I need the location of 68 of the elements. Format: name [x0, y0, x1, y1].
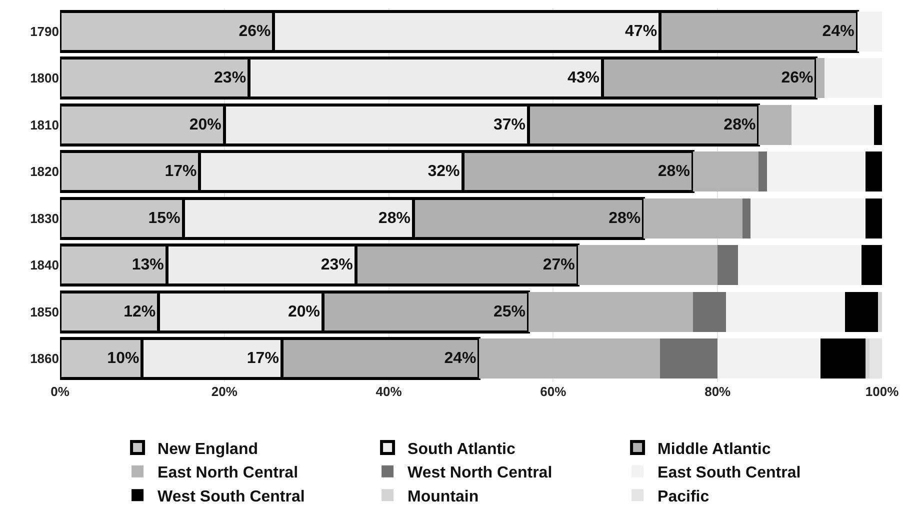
data-label: 23%	[320, 256, 353, 274]
bar	[766, 152, 866, 192]
data-label: 27%	[542, 256, 575, 274]
y-tick-label: 1820	[30, 164, 59, 180]
bar	[845, 292, 878, 332]
bar	[824, 58, 882, 98]
legend-label: Mountain	[408, 488, 479, 506]
legend-label: South Atlantic	[408, 440, 516, 458]
data-label: 26%	[781, 70, 814, 87]
data-label: 17%	[164, 163, 197, 180]
legend-label: East South Central	[658, 464, 801, 482]
data-label: 47%	[625, 22, 658, 40]
legend-label: West North Central	[408, 464, 552, 482]
x-tick-label: 40%	[376, 384, 402, 399]
legend-label: New England	[158, 440, 258, 458]
y-tick-label: 1850	[30, 304, 59, 320]
bar	[866, 338, 870, 379]
x-tick-label: 0%	[50, 384, 70, 399]
data-label: 20%	[189, 116, 222, 134]
bar	[726, 292, 846, 332]
data-label: 26%	[238, 22, 271, 40]
bar	[750, 198, 866, 238]
bar	[857, 11, 882, 52]
x-tick-label: 80%	[704, 384, 732, 399]
data-label: 12%	[124, 303, 156, 320]
bar	[878, 292, 882, 332]
legend-label: West South Central	[158, 488, 305, 506]
y-tick-label: 1800	[30, 70, 59, 86]
bar	[660, 338, 718, 379]
y-tick-label: 1840	[30, 258, 59, 273]
data-label: 28%	[724, 116, 756, 134]
y-tick-label: 1830	[30, 210, 59, 226]
data-label: 28%	[378, 210, 410, 227]
bar	[692, 292, 726, 332]
bar	[718, 245, 738, 286]
data-label: 32%	[428, 163, 460, 180]
legend-label: East North Central	[158, 464, 298, 482]
data-label: 23%	[214, 70, 246, 87]
data-label: 25%	[494, 303, 526, 320]
bar	[866, 198, 882, 238]
data-label: 28%	[608, 210, 641, 227]
data-label: 17%	[246, 350, 279, 368]
x-tick-label: 100%	[865, 384, 900, 399]
data-label: 20%	[288, 303, 320, 320]
data-label: 13%	[132, 256, 164, 274]
data-label: 28%	[658, 163, 690, 180]
bar	[874, 104, 882, 145]
data-label: 37%	[494, 116, 526, 134]
bar	[820, 338, 866, 379]
legend-label: Middle Atlantic	[658, 440, 771, 458]
legend-label: Pacific	[658, 488, 710, 506]
bar	[870, 338, 882, 379]
bar	[738, 245, 862, 286]
x-tick-label: 20%	[211, 384, 238, 399]
bar	[758, 152, 767, 192]
data-label: 43%	[567, 70, 600, 87]
bar	[866, 152, 882, 192]
data-label: 24%	[822, 22, 854, 40]
y-tick-label: 1790	[30, 24, 59, 39]
data-label: 24%	[444, 350, 476, 368]
bar	[861, 245, 882, 286]
bar	[792, 104, 874, 145]
y-tick-label: 1810	[30, 117, 59, 132]
y-tick-label: 1860	[30, 351, 59, 366]
data-label: 15%	[148, 210, 180, 227]
x-tick-label: 60%	[540, 384, 567, 399]
bar	[742, 198, 750, 238]
data-label: 10%	[107, 350, 140, 368]
